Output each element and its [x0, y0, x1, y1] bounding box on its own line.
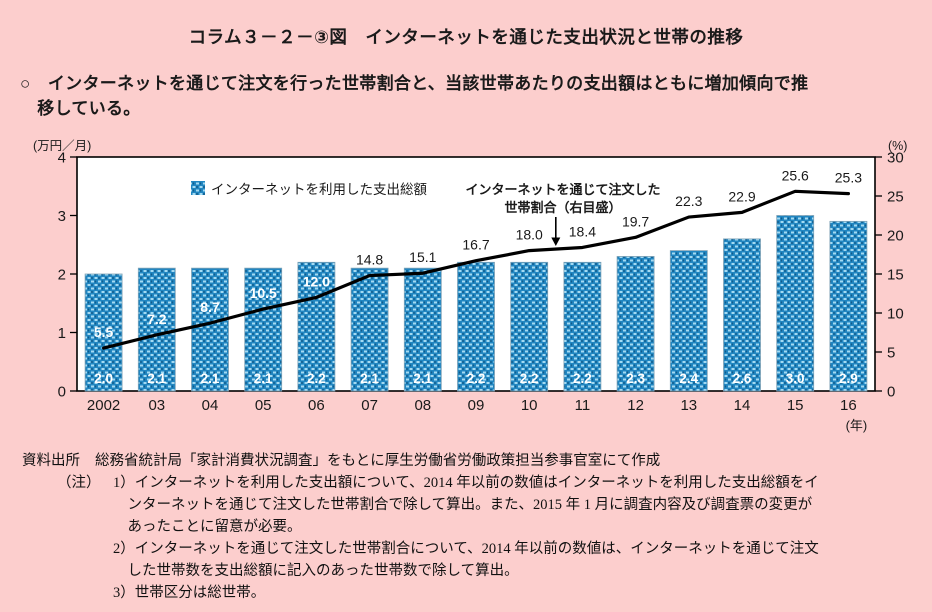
right-tick-label: 10 [887, 306, 904, 323]
bar-value-label: 2.2 [520, 371, 539, 386]
bar-value-label: 2.1 [147, 371, 166, 386]
bar-value-label: 2.1 [413, 371, 432, 386]
note-item-3: 3）世帯区分は総世帯。 [113, 585, 266, 601]
line-value-label: 7.2 [147, 311, 167, 327]
line-value-label: 25.6 [782, 167, 809, 183]
line-value-label: 14.8 [356, 252, 383, 268]
bar-value-label: 2.2 [307, 371, 326, 386]
bar-16 [829, 220, 868, 392]
line-value-label: 5.5 [94, 324, 114, 340]
x-tick-label: 10 [521, 397, 538, 414]
bar-value-label: 2.3 [626, 371, 645, 386]
bars-group: 2.0 2.1 2.1 2.1 2.2 2.1 2.1 2.2 2.2 2.2 2.3 2.4 2.6 3… [84, 215, 868, 392]
x-axis-unit: (年) [846, 418, 868, 433]
bar-07 [350, 267, 389, 392]
x-tick-label: 03 [148, 397, 165, 414]
right-tick-label: 5 [887, 345, 895, 362]
line-value-label: 18.4 [569, 223, 596, 239]
bar-11 [563, 261, 602, 392]
legend-label: インターネットを利用した支出総額 [211, 182, 427, 197]
bar-09 [457, 261, 495, 392]
x-tick-label: 16 [840, 397, 857, 414]
line-value-label: 25.3 [835, 170, 862, 186]
source-text: 総務省統計局「家計消費状況調査」をもとに厚生労働省労働政策担当参事官室にて作成 [95, 453, 661, 469]
bar-08 [403, 267, 442, 392]
x-tick-label: 11 [575, 397, 591, 414]
note-item-2: 2）インターネットを通じて注文した世帯割合について、2014 年以前の数値は、イ… [113, 541, 819, 579]
left-tick-label: 1 [58, 325, 66, 342]
bar-15 [776, 215, 815, 392]
bar-value-label: 2.9 [839, 371, 858, 386]
right-tick-label: 20 [887, 228, 904, 245]
notes-list: 1）インターネットを利用した支出額について、2014 年以前の数値はインターネッ… [113, 472, 918, 604]
bar-value-label: 2.4 [679, 371, 698, 386]
bar-2002 [84, 273, 123, 392]
x-tick-label: 06 [308, 397, 325, 414]
x-tick-label: 04 [202, 397, 219, 414]
left-tick-label: 3 [58, 208, 66, 225]
x-tick-label: 05 [255, 397, 272, 414]
line-value-label: 12.0 [303, 273, 330, 289]
right-axis-unit: (%) [888, 139, 907, 153]
left-axis-unit: (万円／月) [33, 139, 91, 153]
x-tick-label: 14 [734, 397, 751, 414]
source-label: 資料出所 [22, 453, 80, 469]
note-label: （注） [57, 475, 101, 491]
annotation-line-2: 世帯割合（右目盛） [504, 200, 621, 215]
lead-paragraph: ○ インターネットを通じて注文を行った世帯割合と、当該世帯あたりの支出額はともに… [20, 74, 809, 118]
annotation-line-1: インターネットを通じて注文した [465, 182, 660, 197]
x-tick-label: 15 [787, 397, 804, 414]
left-tick-label: 2 [58, 267, 66, 284]
right-tick-label: 30 [887, 150, 904, 167]
line-value-label: 8.7 [200, 299, 220, 315]
bar-value-label: 2.0 [94, 371, 113, 386]
bar-06 [297, 261, 336, 392]
bar-value-label: 2.6 [733, 371, 752, 386]
bar-10 [510, 261, 549, 392]
bar-value-label: 2.2 [467, 371, 486, 386]
right-tick-label: 25 [887, 189, 904, 206]
right-tick-label: 15 [887, 267, 904, 284]
line-value-label: 18.0 [516, 227, 543, 243]
left-tick-label: 4 [58, 150, 66, 167]
x-tick-label: 13 [680, 397, 697, 414]
x-axis: 2002 03 04 05 06 07 08 09 10 11 12 13 14 15 16 (年) [87, 397, 867, 433]
bar-03 [137, 267, 176, 392]
bar-value-label: 3.0 [786, 371, 805, 386]
bar-05 [244, 267, 283, 392]
left-axis: 0 1 2 3 4(万円／月) [33, 139, 91, 401]
line-value-label: 16.7 [462, 237, 489, 253]
legend-swatch-icon [191, 181, 205, 195]
note-item-1: 1）インターネットを利用した支出額について、2014 年以前の数値はインターネッ… [113, 475, 819, 535]
line-value-label: 22.3 [675, 193, 702, 209]
bar-value-label: 2.1 [360, 371, 379, 386]
legend: インターネットを利用した支出総額 [191, 181, 427, 197]
x-tick-label: 08 [414, 397, 431, 414]
bar-value-label: 2.1 [254, 371, 273, 386]
bar-value-label: 2.2 [573, 371, 592, 386]
bar-14 [723, 238, 761, 392]
line-value-labels: 5.5 7.2 8.7 10.5 12.0 14.8 15.1 16.7 18.0 18.4 19.… [94, 167, 862, 340]
annotation: インターネットを通じて注文した世帯割合（右目盛） [465, 182, 661, 247]
line-value-label: 10.5 [250, 285, 277, 301]
right-axis: 0 5 10 15 20 25 30(%) [875, 139, 907, 401]
line-value-label: 22.9 [728, 188, 755, 204]
bar-value-label: 2.1 [201, 371, 220, 386]
trend-line [101, 189, 851, 350]
bar-13 [669, 250, 708, 392]
line-value-label: 19.7 [622, 213, 649, 229]
left-tick-label: 0 [58, 384, 66, 401]
x-tick-label: 12 [627, 397, 644, 414]
x-tick-label: 07 [361, 397, 378, 414]
right-tick-label: 0 [887, 384, 895, 401]
bar-04 [191, 267, 229, 392]
annotation-arrow-head-icon [551, 237, 561, 247]
bar-12 [616, 256, 655, 392]
page-title: コラム３－２－③図 インターネットを通じた支出状況と世帯の推移 [188, 27, 744, 47]
x-tick-label: 2002 [87, 397, 120, 414]
x-tick-label: 09 [468, 397, 485, 414]
line-value-label: 15.1 [409, 249, 436, 265]
